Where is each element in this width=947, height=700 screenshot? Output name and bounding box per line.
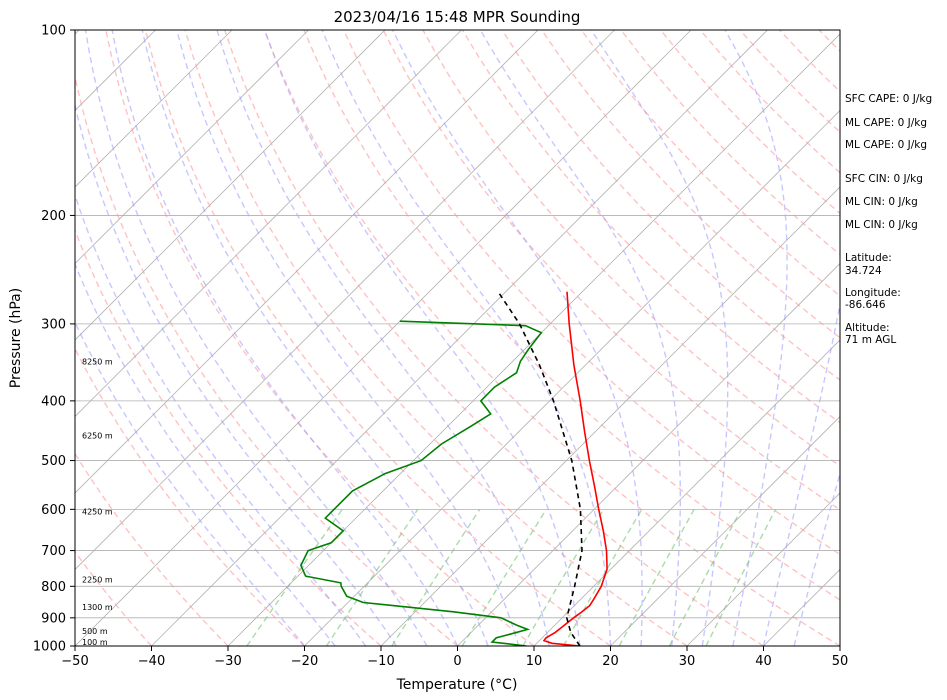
isotherm-line — [380, 186, 840, 646]
moist-adiabat-line — [75, 192, 367, 646]
stat-value: -86.646 — [845, 299, 886, 311]
x-tick-label: −50 — [61, 654, 88, 669]
temperature-line — [542, 291, 608, 646]
isotherm-line — [75, 30, 309, 265]
mixing-ratio-line — [562, 508, 643, 646]
sounding-series — [300, 291, 608, 646]
isotherm-line — [75, 30, 386, 341]
y-tick-label: 500 — [41, 454, 66, 469]
chart-title: 2023/04/16 15:48 MPR Sounding — [334, 8, 581, 26]
dry-adiabat-line — [303, 30, 840, 601]
isotherm-line — [151, 30, 768, 646]
isotherm-line — [304, 109, 840, 646]
height-label: 4250 m — [82, 508, 113, 517]
moist-adiabat-line — [84, 30, 428, 646]
stat-line: ML CIN: 0 J/kg — [845, 196, 918, 208]
y-tick-label: 1000 — [33, 640, 66, 655]
isotherm-line — [75, 30, 233, 188]
y-tick-label: 100 — [41, 24, 66, 39]
y-tick-label: 700 — [41, 544, 66, 559]
isotherm-line — [75, 30, 462, 418]
height-label: 1300 m — [82, 603, 113, 612]
y-tick-label: 400 — [41, 394, 66, 409]
moist-adiabat-line — [724, 30, 788, 646]
dry-adiabat-line — [184, 30, 688, 646]
moist-adiabat-line — [793, 471, 840, 646]
x-tick-label: 50 — [832, 654, 849, 669]
x-tick-label: 20 — [602, 654, 619, 669]
dry-adiabat-line — [75, 73, 458, 646]
stat-line: ML CAPE: 0 J/kg — [845, 117, 927, 129]
x-tick-label: 10 — [526, 654, 543, 669]
dry-adiabat-line — [422, 30, 840, 467]
stat-line: SFC CIN: 0 J/kg — [845, 173, 923, 185]
stats-panel: SFC CAPE: 0 J/kg ML CAPE: 0 J/kg ML CAPE: … — [845, 93, 932, 346]
moist-adiabat-line — [479, 30, 681, 646]
moist-adiabat-line — [321, 30, 612, 646]
moist-adiabat-line — [392, 30, 643, 646]
dry-adiabat-line — [105, 30, 535, 646]
y-axis-title: Pressure (hPa) — [8, 288, 24, 388]
height-label: 100 m — [82, 638, 108, 647]
stat-label: Altitude: — [845, 322, 890, 334]
x-tick-label: −10 — [367, 654, 394, 669]
parcel-line — [497, 291, 583, 646]
moist-adiabat-line — [264, 30, 581, 646]
stat-label: Longitude: — [845, 287, 901, 299]
moist-adiabat-line — [762, 300, 840, 646]
isotherm-line — [75, 30, 539, 494]
y-tick-label: 200 — [41, 209, 66, 224]
y-axis-ticks: 1000 900 800 700 600 500 400 300 200 100 — [33, 24, 75, 655]
height-label: 2250 m — [82, 576, 113, 585]
isotherm-line — [610, 415, 840, 646]
dry-adiabat-line — [263, 30, 840, 646]
x-tick-label: 30 — [679, 654, 696, 669]
background-lines — [75, 30, 840, 646]
height-label: 8250 m — [82, 357, 113, 366]
moist-adiabat-line — [111, 30, 459, 646]
x-tick-label: 0 — [453, 654, 461, 669]
dewpoint-line — [300, 320, 543, 646]
dry-adiabat-line — [144, 30, 611, 646]
stat-label: Latitude: — [845, 252, 892, 264]
dry-adiabat-line — [342, 30, 840, 556]
pressure-gridlines — [75, 30, 840, 646]
mixing-ratio-line — [461, 508, 547, 646]
mixing-ratio-line — [522, 508, 605, 646]
x-axis-title: Temperature (°C) — [396, 677, 518, 693]
moist-adiabat-line — [75, 262, 336, 646]
isotherm-line — [75, 30, 692, 646]
dry-adiabat-line — [382, 30, 840, 511]
y-tick-label: 600 — [41, 503, 66, 518]
dry-adiabat-line — [75, 347, 305, 646]
x-axis-ticks: −50 −40 −30 −20 −10 0 10 20 30 40 50 — [61, 646, 848, 669]
isotherm-line — [533, 339, 840, 646]
x-tick-label: −40 — [138, 654, 165, 669]
x-tick-label: −20 — [291, 654, 318, 669]
mixing-ratio-line — [618, 508, 695, 646]
stat-value: 34.724 — [845, 265, 882, 277]
x-tick-label: 40 — [755, 654, 772, 669]
dry-adiabat-line — [580, 30, 840, 297]
stat-line: ML CAPE: 0 J/kg — [845, 139, 927, 151]
height-labels: 100 m 500 m 1300 m 2250 m 4250 m 6250 m 8250 m — [82, 357, 113, 647]
y-tick-label: 800 — [41, 580, 66, 595]
moist-adiabat-line — [590, 30, 729, 646]
isotherm-line — [75, 30, 615, 571]
moist-adiabat-line — [216, 30, 550, 646]
isotherm-line — [686, 492, 840, 646]
stat-value: 71 m AGL — [845, 334, 896, 346]
y-tick-label: 300 — [41, 317, 66, 332]
stat-line: ML CIN: 0 J/kg — [845, 219, 918, 231]
mixing-ratio-line — [668, 508, 742, 646]
height-label: 6250 m — [82, 431, 113, 440]
x-tick-label: −30 — [214, 654, 241, 669]
height-label: 500 m — [82, 627, 108, 636]
stat-line: SFC CAPE: 0 J/kg — [845, 93, 932, 105]
mixing-ratio-line — [705, 508, 777, 646]
moist-adiabat-line — [176, 30, 520, 646]
y-tick-label: 900 — [41, 611, 66, 626]
